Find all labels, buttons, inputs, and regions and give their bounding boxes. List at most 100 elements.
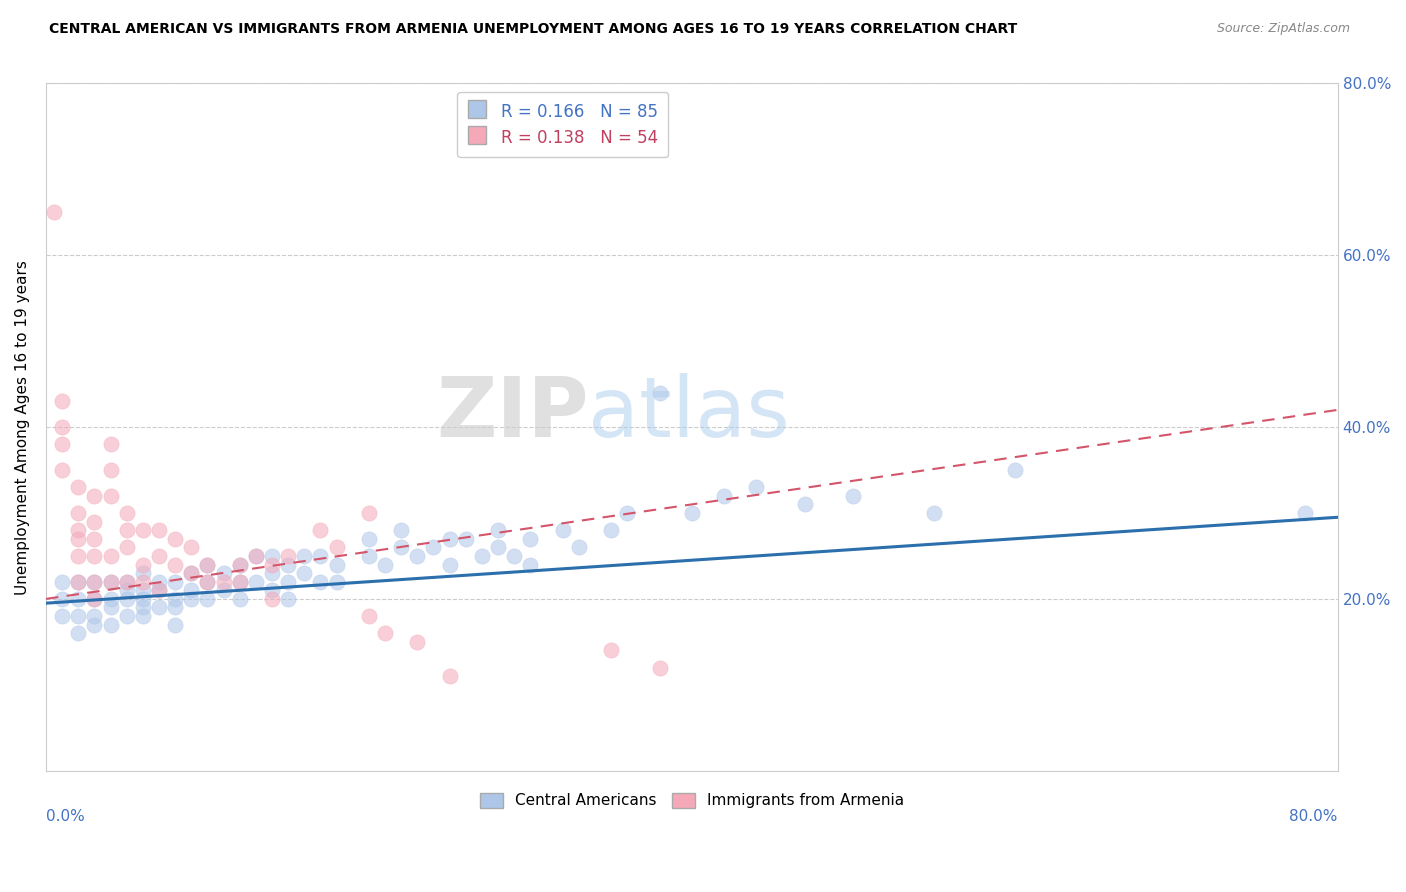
Legend: Central Americans, Immigrants from Armenia: Central Americans, Immigrants from Armen… <box>474 787 910 814</box>
Point <box>422 541 444 555</box>
Point <box>1294 506 1316 520</box>
Point <box>67 609 90 624</box>
Point <box>100 463 122 477</box>
Point <box>100 574 122 589</box>
Point <box>67 532 90 546</box>
Point <box>83 574 105 589</box>
Text: CENTRAL AMERICAN VS IMMIGRANTS FROM ARMENIA UNEMPLOYMENT AMONG AGES 16 TO 19 YEA: CENTRAL AMERICAN VS IMMIGRANTS FROM ARME… <box>49 22 1018 37</box>
Point <box>148 523 170 537</box>
Point <box>148 583 170 598</box>
Point <box>148 600 170 615</box>
Point <box>148 583 170 598</box>
Point <box>115 609 138 624</box>
Point <box>212 574 235 589</box>
Point <box>132 591 155 606</box>
Point <box>115 523 138 537</box>
Text: Source: ZipAtlas.com: Source: ZipAtlas.com <box>1216 22 1350 36</box>
Point <box>245 549 267 563</box>
Point <box>51 591 73 606</box>
Text: 80.0%: 80.0% <box>1289 808 1337 823</box>
Point <box>132 523 155 537</box>
Point <box>551 523 574 537</box>
Point <box>83 617 105 632</box>
Text: 0.0%: 0.0% <box>46 808 84 823</box>
Point <box>115 574 138 589</box>
Text: ZIP: ZIP <box>436 373 589 454</box>
Point <box>165 600 187 615</box>
Point <box>439 558 461 572</box>
Point <box>439 532 461 546</box>
Point <box>83 574 105 589</box>
Point <box>165 558 187 572</box>
Point <box>277 591 299 606</box>
Point <box>681 506 703 520</box>
Point <box>439 669 461 683</box>
Point <box>454 532 477 546</box>
Point <box>245 549 267 563</box>
Point <box>132 558 155 572</box>
Point <box>357 549 380 563</box>
Point <box>212 583 235 598</box>
Point <box>260 591 283 606</box>
Point <box>503 549 526 563</box>
Point <box>67 574 90 589</box>
Point <box>197 591 219 606</box>
Point <box>616 506 638 520</box>
Point <box>100 549 122 563</box>
Point <box>600 643 623 657</box>
Point <box>277 549 299 563</box>
Point <box>165 532 187 546</box>
Point <box>389 523 412 537</box>
Point <box>793 497 815 511</box>
Point <box>115 574 138 589</box>
Point <box>100 617 122 632</box>
Point <box>389 541 412 555</box>
Point <box>165 574 187 589</box>
Point <box>406 635 429 649</box>
Point <box>148 549 170 563</box>
Point <box>292 549 315 563</box>
Point <box>180 583 202 598</box>
Point <box>83 532 105 546</box>
Point <box>309 523 332 537</box>
Point <box>519 532 541 546</box>
Point <box>212 566 235 581</box>
Point <box>260 558 283 572</box>
Point <box>83 489 105 503</box>
Point <box>486 541 509 555</box>
Point <box>745 480 768 494</box>
Point <box>228 558 250 572</box>
Point <box>260 583 283 598</box>
Point <box>228 574 250 589</box>
Point <box>1004 463 1026 477</box>
Point <box>165 591 187 606</box>
Point <box>842 489 865 503</box>
Point <box>67 626 90 640</box>
Point <box>648 385 671 400</box>
Point <box>51 463 73 477</box>
Point <box>228 574 250 589</box>
Point <box>228 591 250 606</box>
Point <box>180 541 202 555</box>
Point <box>51 437 73 451</box>
Point <box>277 574 299 589</box>
Point <box>132 566 155 581</box>
Point <box>115 591 138 606</box>
Point <box>471 549 494 563</box>
Point <box>100 591 122 606</box>
Point <box>648 660 671 674</box>
Point <box>228 558 250 572</box>
Point <box>100 489 122 503</box>
Point <box>51 420 73 434</box>
Point <box>325 574 347 589</box>
Point <box>357 506 380 520</box>
Point <box>180 566 202 581</box>
Point <box>260 549 283 563</box>
Point <box>83 549 105 563</box>
Point <box>51 609 73 624</box>
Point <box>357 609 380 624</box>
Point <box>83 591 105 606</box>
Point <box>67 480 90 494</box>
Point <box>309 574 332 589</box>
Point <box>132 574 155 589</box>
